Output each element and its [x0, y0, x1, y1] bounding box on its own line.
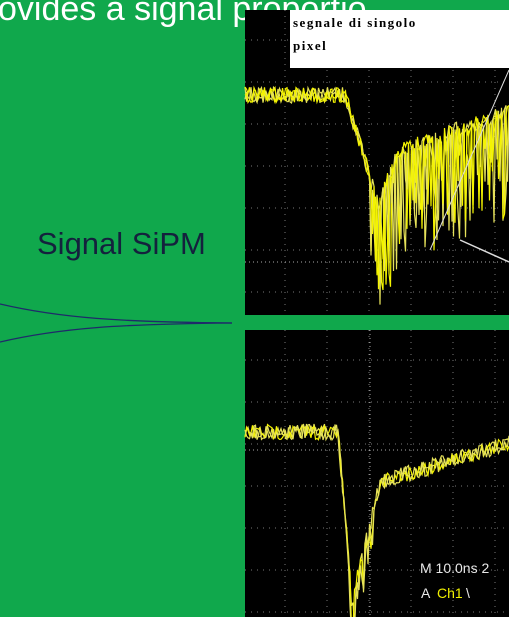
connector: [0, 304, 232, 323]
scope-status: A: [421, 585, 431, 601]
connector: [0, 323, 232, 342]
scope-label: segnale di singolo: [293, 15, 417, 30]
slide: ovides a signal proportio Signal SiPM se…: [0, 0, 509, 617]
page: {"slide":{"heading_fragment":"ovides a s…: [0, 0, 509, 617]
scope-label: pixel: [293, 38, 327, 53]
side-label: Signal SiPM: [37, 226, 206, 261]
scope-channel: Ch1: [437, 585, 463, 601]
scope-status: \: [466, 585, 470, 601]
scope-status: M 10.0ns 2: [420, 560, 489, 576]
